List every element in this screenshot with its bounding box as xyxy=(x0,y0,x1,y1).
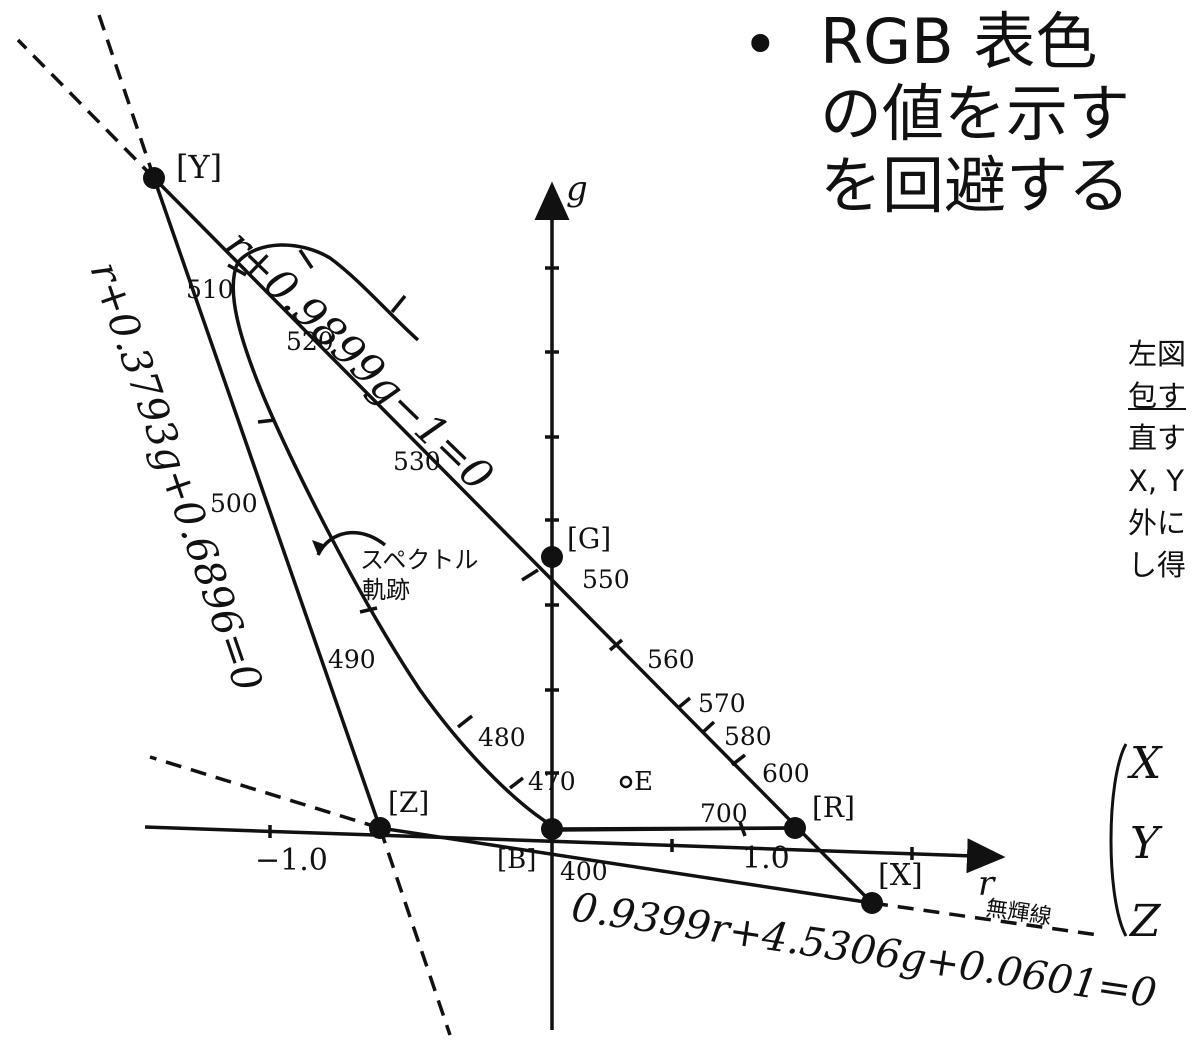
wl-600: 600 xyxy=(762,759,810,788)
dashed-extension-zx-left xyxy=(149,755,381,830)
wl-490: 490 xyxy=(328,645,376,674)
spectral-label-line1: スペクトル xyxy=(360,546,478,574)
note-line-6: し得 xyxy=(1128,548,1187,582)
point-y xyxy=(143,167,165,189)
note-line-3: 直す xyxy=(1128,421,1187,455)
matrix-parenthesis xyxy=(1109,743,1128,937)
point-r xyxy=(784,817,806,839)
label-z: [Z] xyxy=(388,786,429,819)
label-g: [G] xyxy=(567,522,611,555)
wl-560: 560 xyxy=(647,645,695,674)
spectral-locus xyxy=(231,243,796,832)
heading-line-3: を回避する xyxy=(820,149,1131,222)
note-line-2: 包す xyxy=(1128,379,1187,413)
matrix-x: X xyxy=(1130,738,1162,789)
point-e xyxy=(619,775,633,789)
point-z xyxy=(369,817,391,839)
tick-label-1: 1.0 xyxy=(742,841,790,876)
equation-yz: r+0.3793g+0.6896=0 xyxy=(81,256,271,697)
r-axis xyxy=(144,825,1006,874)
label-b: [B] xyxy=(497,845,536,875)
note-line-1: 左図 xyxy=(1128,337,1187,371)
spectral-label-line2: 軌跡 xyxy=(362,576,410,604)
heading-line-1: RGB 表色 xyxy=(820,5,1098,78)
point-g xyxy=(541,546,563,568)
axis-r-label: r xyxy=(978,864,996,904)
note-line-4: X, Y xyxy=(1128,464,1185,498)
matrix-y: Y xyxy=(1130,818,1160,869)
wl-400: 400 xyxy=(560,857,608,886)
matrix-z: Z xyxy=(1130,896,1161,947)
line-y-to-x xyxy=(152,176,874,905)
label-e: E xyxy=(634,767,653,797)
wl-510: 510 xyxy=(186,275,234,304)
dashed-extension-yz-up xyxy=(96,11,156,179)
wl-480: 480 xyxy=(478,723,526,752)
wl-550: 550 xyxy=(582,565,630,594)
dashed-extension-yz-down xyxy=(378,827,452,1036)
wl-570: 570 xyxy=(698,689,746,718)
axis-g-label: g xyxy=(566,169,588,209)
line-y-to-z xyxy=(152,177,382,829)
wl-500: 500 xyxy=(210,489,258,518)
note-line-5: 外に xyxy=(1128,506,1187,540)
bullet-dot: • xyxy=(742,8,779,81)
label-x: [X] xyxy=(878,858,923,893)
wl-700: 700 xyxy=(700,799,748,828)
wl-530: 530 xyxy=(393,447,441,476)
label-r: [R] xyxy=(812,791,855,824)
equation-yg: r+0.9899g−1=0 xyxy=(215,220,503,500)
alychne-label: 無輝線 xyxy=(984,896,1053,930)
dashed-extension-zx-right xyxy=(871,901,1099,937)
wl-580: 580 xyxy=(724,722,772,751)
wl-520: 520 xyxy=(286,327,334,356)
label-y: [Y] xyxy=(176,148,222,186)
purple-line xyxy=(551,826,796,831)
point-x xyxy=(861,892,883,914)
dashed-extension-yg xyxy=(16,38,156,180)
wl-470: 470 xyxy=(528,767,576,796)
point-b xyxy=(541,818,563,840)
tick-label-minus-1: −1.0 xyxy=(255,843,328,878)
line-z-to-x xyxy=(379,826,873,905)
heading-line-2: の値を示す xyxy=(820,77,1131,150)
